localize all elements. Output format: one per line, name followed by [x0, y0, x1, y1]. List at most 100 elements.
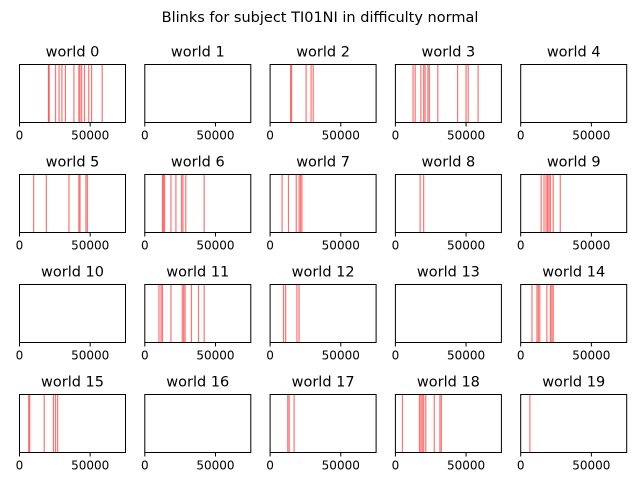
- x-tick-label: 50000: [196, 129, 234, 143]
- x-tick-label: 0: [141, 129, 149, 143]
- x-tick-label: 0: [266, 129, 274, 143]
- subplot-frame: [269, 284, 377, 343]
- subplot-8: world 8 0 50000: [392, 155, 502, 253]
- subplot-title: world 12: [292, 265, 355, 281]
- subplot-frame: [19, 64, 126, 123]
- subplot-13: world 13 0 50000: [392, 265, 502, 363]
- subplot-6: world 6 0 50000: [141, 155, 252, 253]
- subplot-title: world 19: [542, 375, 605, 391]
- x-tick-label: 0: [16, 239, 24, 253]
- subplot-3: world 3 0 50000: [392, 45, 502, 143]
- x-tick-label: 0: [16, 349, 24, 363]
- x-tick-label: 0: [141, 459, 149, 473]
- subplot-title: world 9: [547, 155, 601, 171]
- subplot-frame: [19, 174, 126, 233]
- x-tick-label: 0: [517, 129, 525, 143]
- x-tick-label: 50000: [572, 349, 610, 363]
- subplot-title: world 3: [422, 45, 476, 61]
- subplot-title: world 7: [296, 155, 350, 171]
- x-tick-label: 50000: [322, 459, 360, 473]
- x-tick-label: 50000: [447, 239, 485, 253]
- subplot-frame: [19, 284, 126, 343]
- subplot-0: world 0 0 50000: [16, 45, 126, 143]
- subplot-frame: [520, 174, 628, 233]
- x-tick-label: 50000: [322, 129, 360, 143]
- subplot-14: world 14 0 50000: [517, 265, 628, 363]
- subplot-frame: [269, 64, 377, 123]
- x-tick-label: 0: [16, 129, 24, 143]
- x-tick-label: 50000: [71, 239, 109, 253]
- subplot-11: world 11 0 50000: [141, 265, 252, 363]
- subplot-title: world 13: [417, 265, 480, 281]
- x-tick-label: 0: [392, 459, 400, 473]
- x-tick-label: 50000: [196, 239, 234, 253]
- x-tick-label: 0: [266, 459, 274, 473]
- subplot-18: world 18 0 50000: [392, 375, 502, 473]
- subplot-title: world 8: [422, 155, 476, 171]
- subplot-frame: [394, 394, 502, 453]
- subplot-title: world 4: [547, 45, 601, 61]
- subplot-1: world 1 0 50000: [141, 45, 252, 143]
- subplot-title: world 2: [296, 45, 350, 61]
- x-tick-label: 0: [392, 349, 400, 363]
- x-tick-label: 50000: [71, 349, 109, 363]
- x-tick-label: 50000: [572, 129, 610, 143]
- x-tick-label: 50000: [572, 459, 610, 473]
- x-tick-label: 0: [392, 239, 400, 253]
- subplot-16: world 16 0 50000: [141, 375, 252, 473]
- subplot-title: world 10: [41, 265, 104, 281]
- subplot-19: world 19 0 50000: [517, 375, 628, 473]
- subplot-7: world 7 0 50000: [266, 155, 377, 253]
- subplot-frame: [144, 174, 252, 233]
- subplot-title: world 11: [166, 265, 229, 281]
- x-tick-label: 50000: [196, 349, 234, 363]
- x-tick-label: 50000: [322, 239, 360, 253]
- subplot-2: world 2 0 50000: [266, 45, 377, 143]
- x-tick-label: 50000: [447, 129, 485, 143]
- subplot-title: world 0: [46, 45, 100, 61]
- subplot-15: world 15 0 50000: [16, 375, 126, 473]
- subplot-9: world 9 0 50000: [517, 155, 628, 253]
- figure-title: Blinks for subject TI01NI in difficulty …: [162, 10, 479, 26]
- x-tick-label: 50000: [196, 459, 234, 473]
- subplot-5: world 5 0 50000: [16, 155, 126, 253]
- x-tick-label: 50000: [572, 239, 610, 253]
- subplot-frame: [144, 284, 252, 343]
- x-tick-label: 0: [141, 239, 149, 253]
- x-tick-label: 50000: [71, 459, 109, 473]
- x-tick-label: 50000: [447, 349, 485, 363]
- subplot-frame: [269, 394, 377, 453]
- x-tick-label: 50000: [447, 459, 485, 473]
- subplot-frame: [144, 394, 252, 453]
- subplot-title: world 5: [46, 155, 100, 171]
- x-tick-label: 0: [16, 459, 24, 473]
- x-tick-label: 0: [141, 349, 149, 363]
- subplot-frame: [144, 64, 252, 123]
- subplot-17: world 17 0 50000: [266, 375, 377, 473]
- subplot-title: world 16: [166, 375, 229, 391]
- x-tick-label: 0: [392, 129, 400, 143]
- subplot-frame: [520, 64, 628, 123]
- x-tick-label: 0: [266, 349, 274, 363]
- x-tick-label: 0: [517, 349, 525, 363]
- subplot-title: world 14: [542, 265, 605, 281]
- subplot-title: world 1: [171, 45, 225, 61]
- x-tick-label: 0: [517, 239, 525, 253]
- subplot-title: world 15: [41, 375, 104, 391]
- x-tick-label: 0: [517, 459, 525, 473]
- x-tick-label: 50000: [322, 349, 360, 363]
- subplot-frame: [269, 174, 377, 233]
- subplot-frame: [520, 284, 628, 343]
- subplot-frame: [394, 284, 502, 343]
- subplot-title: world 17: [292, 375, 355, 391]
- x-tick-label: 50000: [71, 129, 109, 143]
- subplot-frame: [394, 64, 502, 123]
- subplot-frame: [394, 174, 502, 233]
- subplot-12: world 12 0 50000: [266, 265, 377, 363]
- x-tick-label: 0: [266, 239, 274, 253]
- subplot-4: world 4 0 50000: [517, 45, 628, 143]
- subplot-frame: [520, 394, 628, 453]
- subplot-frame: [19, 394, 126, 453]
